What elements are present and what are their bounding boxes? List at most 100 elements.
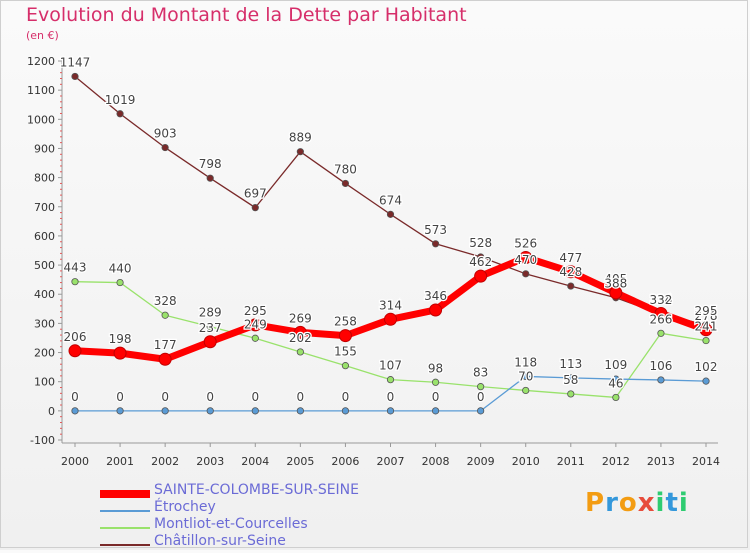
data-point — [657, 329, 665, 337]
data-label: 780 — [334, 162, 357, 176]
data-point — [248, 318, 262, 332]
data-point — [384, 312, 397, 326]
proxiti-logo: Proxiti — [585, 488, 689, 518]
data-point — [206, 407, 214, 415]
y-tick-label: 1100 — [27, 84, 55, 97]
data-label: 674 — [379, 193, 402, 207]
y-tick-label: 1200 — [27, 55, 55, 68]
data-point — [474, 269, 488, 283]
data-point — [338, 329, 352, 343]
data-point — [251, 407, 259, 415]
data-label: 0 — [206, 390, 214, 404]
y-tick-label: 600 — [34, 230, 55, 243]
y-tick-label: 200 — [34, 347, 55, 360]
data-point — [477, 407, 485, 415]
x-tick-label: 2011 — [557, 455, 585, 468]
y-tick-label: 900 — [34, 142, 55, 155]
y-tick-label: 300 — [34, 317, 55, 330]
brand-letter: x — [637, 488, 656, 518]
data-point — [161, 143, 169, 152]
data-point — [609, 286, 623, 300]
legend-swatch — [100, 490, 150, 498]
data-label: 83 — [473, 366, 488, 380]
data-point — [654, 306, 668, 320]
data-label: 106 — [649, 359, 672, 373]
data-label: 0 — [432, 390, 440, 404]
x-tick-label: 2007 — [377, 455, 405, 468]
data-label: 206 — [64, 330, 87, 344]
data-label: 528 — [469, 236, 492, 250]
data-label: 346 — [424, 289, 447, 303]
y-tick-label: -100 — [30, 434, 55, 447]
data-label: 107 — [379, 359, 402, 373]
data-label: 314 — [379, 298, 402, 312]
data-point — [386, 407, 395, 415]
data-label: 0 — [297, 390, 305, 404]
data-label: 889 — [289, 131, 312, 145]
data-point — [203, 335, 217, 349]
data-label: 440 — [109, 262, 132, 276]
data-label: 102 — [695, 360, 718, 374]
data-point — [296, 407, 304, 415]
data-point — [158, 352, 172, 366]
legend-label: Châtillon-sur-Seine — [154, 533, 286, 549]
data-label: 462 — [469, 255, 492, 269]
data-point — [68, 344, 82, 358]
data-label: 405 — [604, 272, 627, 286]
data-label: 258 — [334, 315, 357, 329]
data-point — [386, 210, 395, 218]
data-point — [522, 372, 530, 381]
data-point — [431, 240, 440, 248]
chart-title: Evolution du Montant de la Dette par Hab… — [26, 4, 467, 26]
data-point — [71, 72, 79, 81]
brand-letter: r — [605, 488, 619, 518]
data-label: 295 — [695, 304, 718, 318]
data-point — [116, 110, 124, 118]
data-point — [116, 278, 124, 287]
y-tick-label: 0 — [48, 405, 55, 418]
data-point — [293, 325, 307, 339]
data-point — [431, 407, 440, 415]
data-label: 249 — [244, 317, 267, 331]
data-point — [71, 407, 79, 415]
legend-label: Étrochey — [154, 499, 216, 515]
brand-letter: i — [655, 488, 666, 518]
legend-swatch — [100, 527, 150, 529]
data-label: 697 — [244, 187, 267, 201]
data-point — [702, 336, 710, 345]
data-label: 237 — [199, 321, 222, 335]
data-label: 198 — [109, 332, 132, 346]
data-point — [612, 393, 620, 402]
data-label: 58 — [563, 373, 578, 387]
data-label: 428 — [559, 265, 582, 279]
data-point — [702, 377, 710, 385]
data-point — [429, 303, 443, 317]
data-point — [296, 148, 304, 156]
legend-swatch — [100, 510, 150, 512]
x-tick-label: 2006 — [331, 455, 359, 468]
data-point — [341, 407, 350, 415]
data-label: 334 — [649, 292, 672, 306]
x-tick-label: 2013 — [647, 455, 675, 468]
data-point — [522, 270, 530, 278]
y-tick-label: 100 — [34, 376, 55, 389]
y-tick-label: 400 — [34, 288, 55, 301]
data-point — [567, 282, 575, 290]
data-label: 98 — [428, 361, 443, 375]
data-label: 295 — [244, 304, 267, 318]
data-point — [296, 348, 304, 356]
data-label: 1147 — [60, 55, 91, 69]
data-label: 388 — [604, 277, 627, 291]
data-label: 266 — [649, 312, 672, 326]
data-point — [699, 323, 713, 337]
data-label: 109 — [604, 358, 627, 372]
data-point — [71, 278, 79, 286]
legend-swatch — [100, 544, 150, 546]
data-label: 113 — [559, 357, 582, 371]
brand-letter: o — [618, 488, 638, 518]
data-label: 241 — [695, 320, 718, 334]
data-point — [113, 346, 127, 360]
legend-label: SAINTE-COLOMBE-SUR-SEINE — [154, 482, 359, 498]
data-label: 0 — [342, 390, 350, 404]
